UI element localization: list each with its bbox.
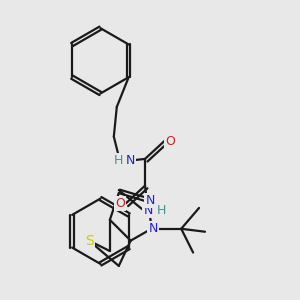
Text: N: N [148, 222, 158, 235]
Text: O: O [116, 197, 125, 210]
Text: N: N [145, 194, 155, 207]
Text: N: N [125, 154, 135, 167]
Text: N: N [143, 204, 153, 218]
Text: H: H [114, 154, 123, 167]
Text: H: H [157, 204, 166, 218]
Text: S: S [85, 234, 93, 248]
Text: O: O [165, 135, 175, 148]
